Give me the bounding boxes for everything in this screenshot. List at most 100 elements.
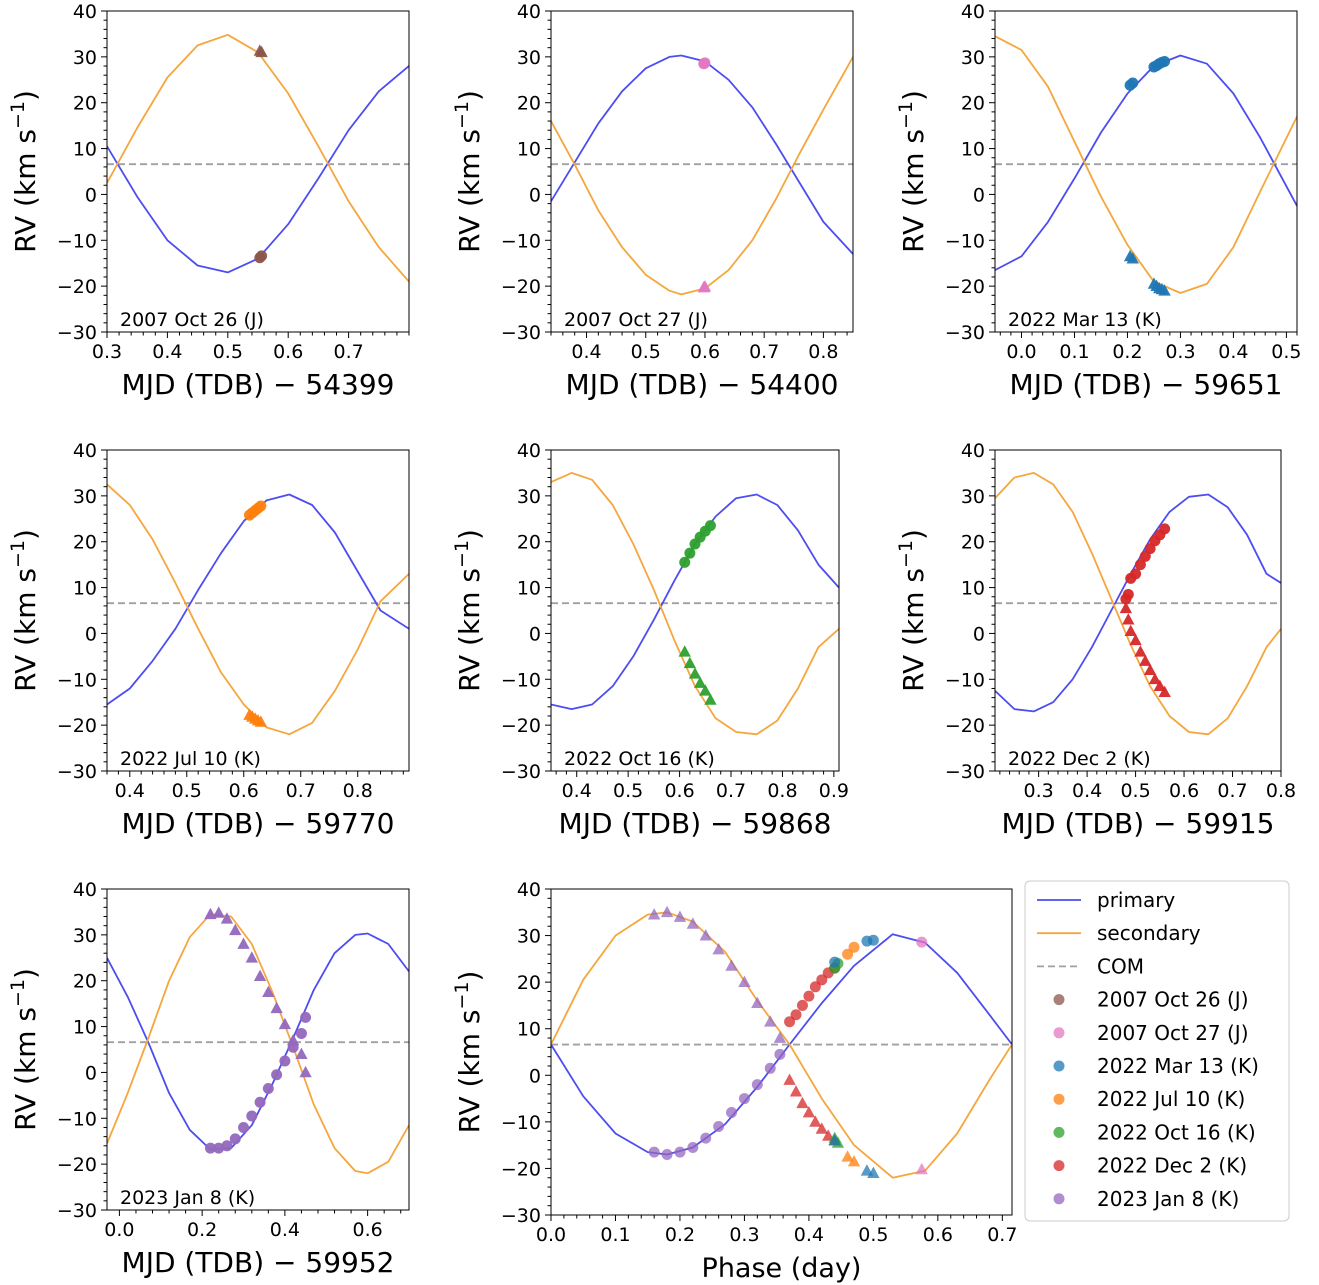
axes-frame bbox=[550, 449, 840, 772]
x-tick-label: 0.0 bbox=[536, 1224, 566, 1246]
x-tick-label: 0.5 bbox=[1120, 780, 1150, 802]
y-tick-label: −10 bbox=[945, 669, 985, 691]
y-tick-label: −20 bbox=[501, 715, 541, 737]
y-axis-label-main: RV (km s bbox=[9, 129, 42, 253]
primary-point bbox=[916, 936, 928, 948]
y-axis-label-close: ) bbox=[453, 90, 486, 101]
y-axis-label-sup: −1 bbox=[7, 540, 29, 568]
y-axis-label-sup: −1 bbox=[895, 101, 917, 129]
legend-label: COM bbox=[1097, 954, 1144, 978]
y-axis-label-sup: −1 bbox=[451, 101, 473, 129]
primary-curve bbox=[995, 54, 1297, 271]
secondary-point bbox=[1134, 645, 1147, 657]
plot-area bbox=[551, 905, 1012, 1179]
epoch-annotation: 2022 Mar 13 (K) bbox=[1008, 309, 1162, 331]
primary-point bbox=[279, 1055, 291, 1067]
y-tick-label: −30 bbox=[57, 322, 97, 344]
primary-point bbox=[704, 520, 716, 532]
plot-area bbox=[995, 471, 1281, 736]
y-axis-label-sup: −1 bbox=[7, 979, 29, 1007]
secondary-point bbox=[738, 975, 751, 988]
primary-point bbox=[796, 999, 808, 1011]
primary-point bbox=[295, 1027, 307, 1039]
primary-point bbox=[674, 1146, 686, 1158]
y-axis-label-close: ) bbox=[897, 90, 930, 101]
legend-label: primary bbox=[1097, 888, 1175, 912]
x-axis-label: MJD (TDB) − 54399 bbox=[122, 368, 395, 401]
y-axis-label-close: ) bbox=[453, 529, 486, 540]
y-tick-label: −30 bbox=[501, 322, 541, 344]
primary-point bbox=[255, 500, 267, 512]
epoch-annotation: 2022 Oct 16 (K) bbox=[564, 748, 715, 770]
y-tick-label: 10 bbox=[517, 1019, 541, 1041]
epoch-annotation: 2022 Jul 10 (K) bbox=[120, 748, 261, 770]
secondary-point bbox=[764, 1015, 777, 1027]
primary-point bbox=[764, 1062, 776, 1074]
secondary-point bbox=[867, 1166, 880, 1178]
plot-area bbox=[551, 471, 839, 736]
legend-label: 2022 Dec 2 (K) bbox=[1097, 1154, 1247, 1178]
y-tick-label: −20 bbox=[57, 715, 97, 737]
y-axis-label-sup: −1 bbox=[7, 101, 29, 129]
x-tick-label: 0.4 bbox=[1072, 780, 1102, 802]
plot-area bbox=[551, 54, 853, 296]
primary-point bbox=[774, 1048, 786, 1060]
subplot-3: −30 −20 −10 0 10 20 30 40 0.0 0.1 0.2 0.3 0.4 0.5 MJD … bbox=[895, 1, 1302, 401]
y-axis-label-sup: −1 bbox=[895, 540, 917, 568]
y-axis-label-main: RV (km s bbox=[453, 1010, 486, 1134]
y-tick-label: −10 bbox=[945, 230, 985, 252]
x-tick-label: 0.7 bbox=[286, 780, 316, 802]
y-tick-label: 10 bbox=[961, 578, 985, 600]
secondary-point bbox=[704, 693, 717, 705]
primary-point bbox=[829, 956, 841, 968]
primary-point bbox=[661, 1148, 673, 1160]
legend-label: secondary bbox=[1097, 921, 1201, 945]
x-axis-label: MJD (TDB) − 59651 bbox=[1010, 368, 1283, 401]
x-tick-label: 0.5 bbox=[172, 780, 202, 802]
secondary-point bbox=[647, 908, 661, 920]
secondary-point bbox=[1124, 624, 1137, 637]
secondary-point bbox=[828, 1133, 841, 1146]
primary-point bbox=[848, 941, 860, 953]
x-tick-label: 0.8 bbox=[767, 780, 797, 802]
y-tick-label: 0 bbox=[85, 1062, 97, 1084]
primary-point bbox=[751, 1079, 763, 1091]
y-tick-label: −30 bbox=[945, 761, 985, 783]
primary-point bbox=[699, 57, 711, 69]
secondary-point bbox=[796, 1096, 809, 1109]
secondary-point bbox=[688, 667, 702, 679]
y-tick-label: 20 bbox=[73, 532, 97, 554]
secondary-point bbox=[673, 910, 687, 922]
subplot-7: −30 −20 −10 0 10 20 30 40 0.0 0.2 0.4 0.6 MJD (TDB) … bbox=[7, 879, 410, 1279]
secondary-point bbox=[1143, 663, 1157, 675]
secondary-point bbox=[220, 912, 234, 924]
legend-marker bbox=[1053, 1060, 1065, 1072]
primary-point bbox=[1122, 588, 1134, 600]
primary-point bbox=[1159, 55, 1171, 67]
primary-point bbox=[213, 1142, 225, 1154]
plot-area bbox=[107, 33, 409, 283]
axes-frame bbox=[106, 888, 410, 1211]
secondary-point bbox=[815, 1122, 828, 1134]
secondary-curve bbox=[551, 56, 853, 296]
x-tick-label: 0.0 bbox=[104, 1219, 134, 1241]
y-tick-label: 0 bbox=[85, 623, 97, 645]
y-axis-label-close: ) bbox=[9, 529, 42, 540]
x-tick-label: 0.5 bbox=[613, 780, 643, 802]
secondary-point bbox=[660, 905, 674, 918]
secondary-point bbox=[255, 45, 268, 58]
y-tick-label: −30 bbox=[57, 1200, 97, 1222]
y-tick-label: 20 bbox=[73, 93, 97, 115]
x-tick-label: 0.5 bbox=[631, 341, 661, 363]
y-tick-label: −20 bbox=[57, 276, 97, 298]
y-tick-label: −10 bbox=[57, 669, 97, 691]
primary-point bbox=[246, 1110, 258, 1122]
secondary-point bbox=[299, 1065, 312, 1078]
primary-point bbox=[1134, 559, 1146, 571]
subplot-8: −30 −20 −10 0 10 20 30 40 0.0 0.1 0.2 0.3 0.4 0.5 0.6 0… bbox=[451, 879, 1017, 1284]
primary-point bbox=[679, 556, 691, 568]
y-tick-label: 30 bbox=[517, 47, 541, 69]
axes-frame bbox=[550, 888, 1013, 1216]
x-tick-label: 0.6 bbox=[353, 1219, 383, 1241]
